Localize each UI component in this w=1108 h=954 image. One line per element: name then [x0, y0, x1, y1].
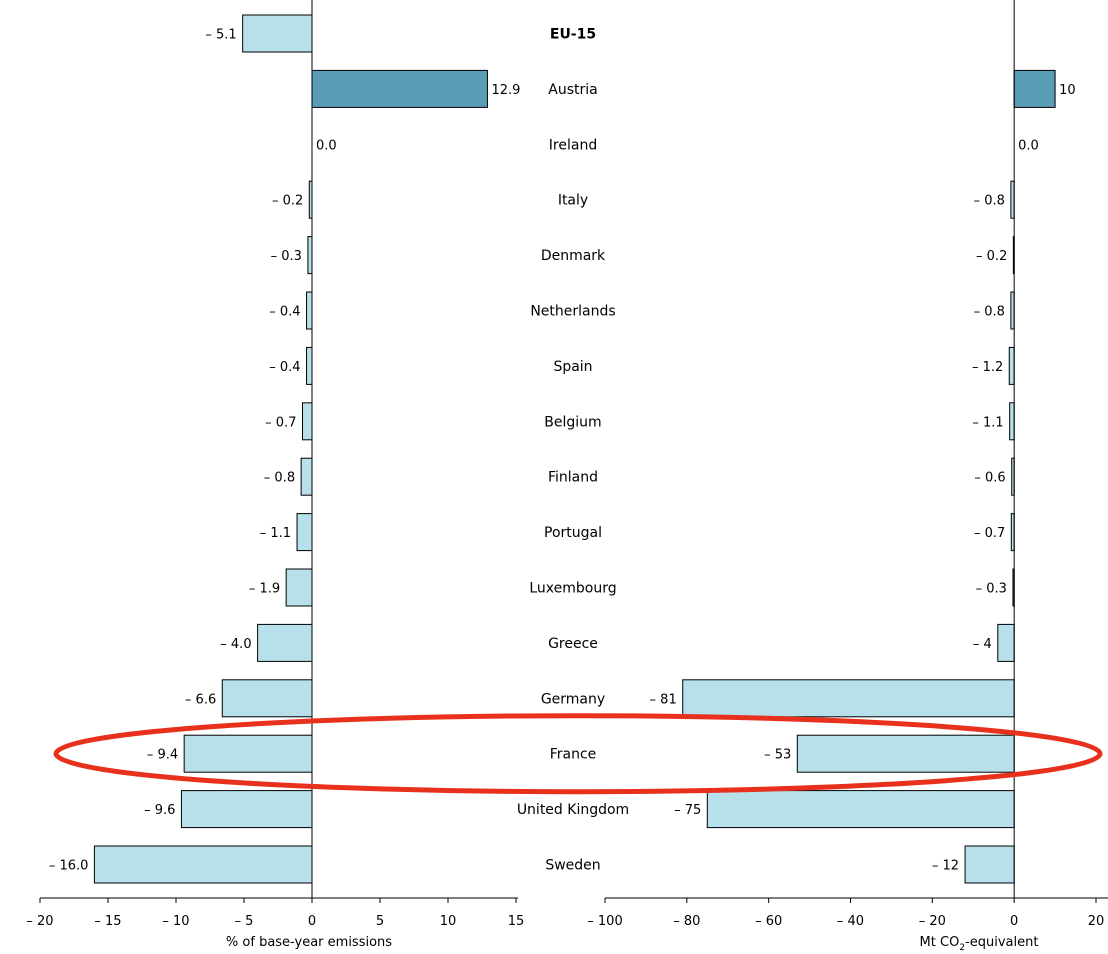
- percent-value-label-germany: – 6.6: [185, 692, 216, 707]
- percent-value-label-netherlands: – 0.4: [269, 305, 300, 320]
- country-labels: EU-15 Austria Ireland Italy Denmark Netherlan…: [517, 27, 629, 874]
- percent-value-label-portugal: – 1.1: [260, 526, 291, 541]
- percent-tick-label: 10: [440, 914, 457, 929]
- percent-value-label-ireland: 0.0: [316, 138, 337, 153]
- percent-value-label-luxembourg: – 1.9: [249, 582, 280, 597]
- axes: – 20 – 15 – 10 – 5 0 5 10 15 % of base-year emis…: [26, 897, 1108, 953]
- absolute-value-label-ireland: 0.0: [1018, 138, 1039, 153]
- absolute-tick-label: – 60: [755, 914, 782, 929]
- country-label-austria: Austria: [548, 82, 597, 98]
- absolute-tick-label: – 40: [837, 914, 864, 929]
- country-label-sweden: Sweden: [545, 858, 600, 874]
- percent-bar-germany: [221, 679, 313, 718]
- country-label-eu-15: EU-15: [550, 27, 596, 43]
- absolute-axis-title: Mt CO2-equivalent: [920, 935, 1039, 953]
- absolute-tick-label: – 80: [673, 914, 700, 929]
- percent-value-label-france: – 9.4: [147, 748, 178, 763]
- percent-tick-label: – 15: [94, 914, 121, 929]
- percent-bar-france: [183, 734, 313, 773]
- percent-bar-greece: [257, 623, 313, 662]
- percent-tick-label: 0: [308, 914, 316, 929]
- percent-value-label-denmark: – 0.3: [271, 249, 302, 264]
- percent-bar-belgium: [301, 402, 313, 441]
- absolute-bar-united-kingdom: [706, 790, 1015, 829]
- percent-panel: – 5.1 12.9 0.0 – 0.2 – 0.3 – 0.4 – 0.4 – 0.7 – 0…: [49, 0, 520, 898]
- percent-bar-austria: [311, 69, 488, 108]
- percent-tick-label: 5: [376, 914, 384, 929]
- absolute-bar-austria: [1013, 69, 1056, 108]
- absolute-bar-belgium: [1009, 402, 1015, 441]
- percent-value-label-greece: – 4.0: [220, 637, 251, 652]
- absolute-value-label-austria: 10: [1059, 83, 1076, 98]
- absolute-value-label-france: – 53: [764, 748, 791, 763]
- percent-tick-label: – 10: [162, 914, 189, 929]
- percent-bar-eu-15: [242, 14, 313, 53]
- country-label-belgium: Belgium: [544, 414, 601, 430]
- highlight-ellipse-france: [53, 713, 1103, 795]
- percent-value-label-finland: – 0.8: [264, 471, 295, 486]
- absolute-bar-germany: [682, 679, 1015, 718]
- absolute-value-label-greece: – 4: [973, 637, 992, 652]
- absolute-value-label-portugal: – 0.7: [974, 526, 1005, 541]
- absolute-value-label-finland: – 0.6: [974, 471, 1005, 486]
- absolute-tick-label: – 20: [919, 914, 946, 929]
- percent-tick-label: – 20: [26, 914, 53, 929]
- percent-value-label-spain: – 0.4: [269, 360, 300, 375]
- absolute-value-label-united-kingdom: – 75: [674, 803, 701, 818]
- percent-bar-finland: [300, 457, 313, 496]
- percent-tick-label: – 5: [235, 914, 254, 929]
- percent-value-label-italy: – 0.2: [272, 194, 303, 209]
- country-label-luxembourg: Luxembourg: [529, 581, 616, 597]
- percent-bar-denmark: [307, 236, 313, 275]
- absolute-value-label-luxembourg: – 0.3: [976, 582, 1007, 597]
- absolute-bar-france: [796, 734, 1015, 773]
- percent-bar-luxembourg: [285, 568, 313, 607]
- percent-value-label-eu-15: – 5.1: [205, 28, 236, 43]
- absolute-value-label-denmark: – 0.2: [976, 249, 1007, 264]
- percent-bar-netherlands: [306, 291, 313, 330]
- country-label-germany: Germany: [541, 691, 605, 707]
- absolute-bar-spain: [1008, 346, 1015, 385]
- absolute-tick-label: – 100: [587, 914, 622, 929]
- country-label-netherlands: Netherlands: [530, 304, 615, 320]
- percent-value-label-austria: 12.9: [491, 83, 520, 98]
- absolute-tick-label: 20: [1088, 914, 1105, 929]
- percent-tick-label: 15: [508, 914, 525, 929]
- country-label-finland: Finland: [548, 470, 598, 486]
- percent-bar-united-kingdom: [180, 790, 313, 829]
- percent-bar-sweden: [93, 845, 313, 884]
- country-label-united-kingdom: United Kingdom: [517, 802, 629, 818]
- percent-value-label-sweden: – 16.0: [49, 859, 89, 874]
- country-label-italy: Italy: [558, 193, 588, 209]
- absolute-bar-greece: [997, 623, 1015, 662]
- percent-bar-portugal: [296, 513, 313, 552]
- percent-value-label-united-kingdom: – 9.6: [144, 803, 175, 818]
- country-label-france: France: [550, 747, 597, 763]
- absolute-value-label-sweden: – 12: [932, 859, 959, 874]
- absolute-bar-sweden: [964, 845, 1015, 884]
- percent-value-label-belgium: – 0.7: [265, 415, 296, 430]
- absolute-value-label-spain: – 1.2: [972, 360, 1003, 375]
- highlight-overlay: [53, 713, 1103, 795]
- country-label-portugal: Portugal: [544, 525, 602, 541]
- absolute-tick-label: 0: [1010, 914, 1018, 929]
- absolute-axis-title-tail: -equivalent: [965, 935, 1038, 950]
- country-label-ireland: Ireland: [549, 137, 597, 153]
- absolute-panel: 10 0.0 – 0.8 – 0.2 – 0.8 – 1.2 – 1.1 – 0.6 – 0.7…: [650, 0, 1076, 898]
- country-label-greece: Greece: [548, 636, 598, 652]
- absolute-value-label-netherlands: – 0.8: [974, 305, 1005, 320]
- absolute-value-label-germany: – 81: [650, 692, 677, 707]
- absolute-axis-title-subscript: 2: [959, 943, 965, 953]
- country-label-spain: Spain: [553, 359, 592, 375]
- percent-axis-title: % of base-year emissions: [226, 935, 392, 950]
- absolute-value-label-italy: – 0.8: [974, 194, 1005, 209]
- absolute-value-label-belgium: – 1.1: [972, 415, 1003, 430]
- country-label-denmark: Denmark: [541, 248, 606, 264]
- percent-bar-spain: [306, 346, 313, 385]
